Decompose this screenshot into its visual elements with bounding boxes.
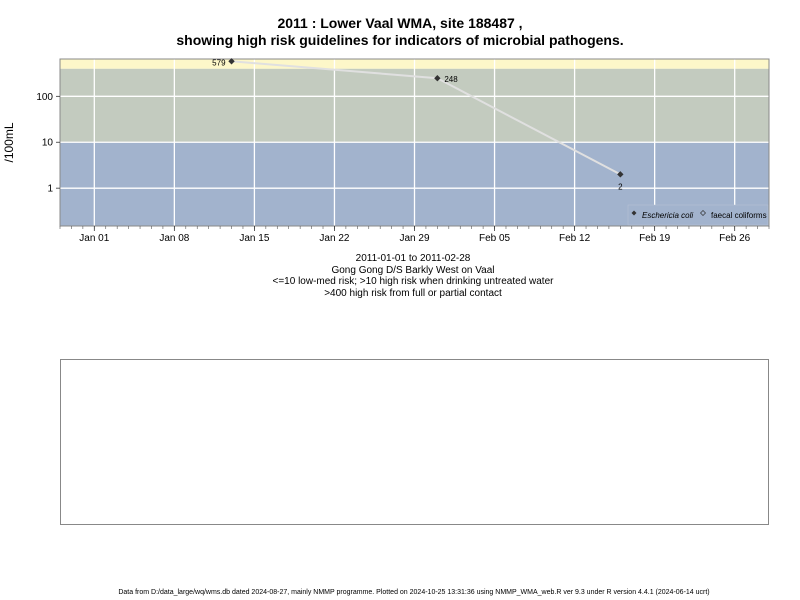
guideline-drinking-label: <=10 low-med risk; >10 high risk when dr… — [272, 276, 554, 287]
legend-box — [627, 204, 769, 226]
ecoli-point-label-2: 2 — [618, 182, 623, 191]
x-tick-label-7: Feb 19 — [639, 233, 671, 244]
x-tick-label-0: Jan 01 — [79, 233, 109, 244]
x-tick-label-4: Jan 29 — [399, 233, 429, 244]
site-name-label: Gong Gong D/S Barkly West on Vaal — [331, 264, 495, 276]
ecoli-point-label-0: 579 — [212, 58, 226, 67]
guideline-contact-label: >400 high risk from full or partial cont… — [324, 287, 502, 299]
legend-ecoli-label: Eschericia coli — [642, 211, 693, 220]
data-source-footer: Data from D:/data_large/wq/wms.db dated … — [118, 589, 710, 596]
ecoli-point-label-1: 248 — [444, 75, 458, 84]
date-range-label: 2011-01-01 to 2011-02-28 — [355, 253, 471, 264]
legend-ecoli-marker — [631, 210, 637, 216]
ecoli-data-point-1 — [434, 75, 441, 82]
empty-secondary-panel — [60, 359, 769, 525]
legend-faecal-marker — [700, 210, 706, 216]
x-tick-label-2: Jan 15 — [239, 233, 269, 244]
x-tick-label-6: Feb 12 — [559, 233, 591, 244]
x-tick-label-8: Feb 26 — [719, 233, 751, 244]
ecoli-data-point-2 — [617, 171, 624, 178]
y-tick-label-1: 10 — [42, 138, 54, 149]
x-tick-label-1: Jan 08 — [159, 233, 189, 244]
chart-title-line-1: 2011 : Lower Vaal WMA, site 188487 , — [277, 15, 523, 31]
ecoli-data-point-0 — [228, 58, 235, 65]
y-axis-label: /100mL — [2, 122, 16, 162]
y-tick-label-0: 1 — [47, 184, 53, 195]
x-tick-label-3: Jan 22 — [319, 233, 349, 244]
y-tick-label-2: 100 — [36, 92, 53, 103]
x-tick-label-5: Feb 05 — [479, 233, 511, 244]
chart-title-line-2: showing high risk guidelines for indicat… — [176, 32, 624, 48]
legend-faecal-label: faecal coliforms — [711, 211, 767, 220]
